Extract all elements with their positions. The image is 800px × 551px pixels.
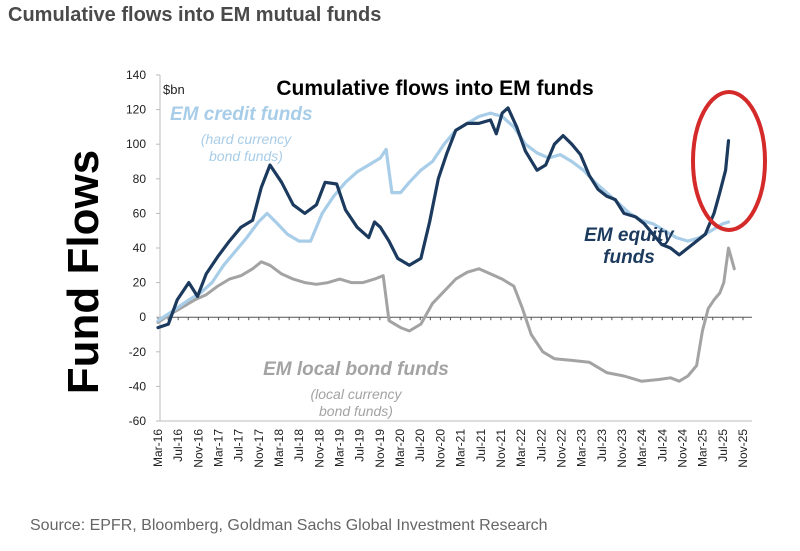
x-tick-label: Mar-21 [454, 429, 468, 467]
x-tick-label: Jul-23 [595, 429, 609, 462]
header-title: Cumulative flows into EM mutual funds [8, 4, 382, 26]
y-tick-label: 60 [133, 206, 147, 220]
x-tick-label: Jul-19 [353, 429, 367, 462]
series-line-em-equity-funds [156, 106, 731, 330]
y-tick-label: 20 [133, 276, 147, 290]
x-tick-label: Mar-22 [514, 429, 528, 467]
highlight-ellipse [691, 90, 767, 232]
x-tick-label: Nov-22 [554, 429, 568, 468]
x-tick-label: Jul-18 [292, 429, 306, 462]
chart-title: Cumulative flows into EM funds [276, 77, 593, 100]
x-tick-label: Jul-22 [534, 429, 548, 462]
y-tick-label: -40 [129, 379, 147, 393]
x-tick-label: Mar-17 [212, 429, 226, 467]
x-tick-label: Nov-17 [252, 429, 266, 468]
x-tick-label: Mar-25 [696, 429, 710, 467]
x-tick-label: Jul-25 [716, 429, 730, 462]
x-tick-label: Mar-18 [272, 429, 286, 467]
x-tick-label: Nov-21 [494, 429, 508, 468]
source-note: Source: EPFR, Bloomberg, Goldman Sachs G… [30, 517, 548, 534]
x-tick-label: Nov-19 [373, 429, 387, 468]
y-tick-label: 0 [139, 310, 146, 324]
y-tick-label: -20 [129, 345, 147, 359]
y-tick-label: -60 [129, 414, 147, 428]
credit-series-sublabel-2: bond funds) [209, 148, 283, 164]
y-tick-label: 120 [126, 103, 146, 117]
y-axis-title: Fund Flows [59, 150, 108, 394]
x-tick-label: Nov-16 [191, 429, 205, 468]
x-tick-label: Jul-24 [655, 429, 669, 462]
x-tick-label: Mar-19 [333, 429, 347, 467]
y-tick-label: 100 [126, 137, 146, 151]
equity-series-label-1: EM equity [584, 225, 675, 246]
x-tick-label: Jul-16 [171, 429, 185, 462]
equity-series-label-2: funds [603, 247, 655, 268]
y-tick-label: 40 [133, 241, 147, 255]
x-tick-label: Mar-24 [635, 429, 649, 467]
x-tick-label: Mar-16 [151, 429, 165, 467]
x-tick-label: Nov-18 [312, 429, 326, 468]
local-series-label: EM local bond funds [263, 359, 449, 380]
x-tick-label: Nov-20 [433, 429, 447, 468]
x-tick-label: Nov-24 [675, 429, 689, 468]
local-series-sublabel-2: bond funds) [319, 403, 393, 419]
x-tick-label: Jul-21 [474, 429, 488, 462]
x-tick-label: Jul-20 [413, 429, 427, 462]
series-line-em-local-bond-funds [156, 246, 736, 383]
credit-series-label: EM credit funds [170, 104, 313, 125]
unit-label: $bn [163, 82, 185, 97]
x-tick-label: Mar-23 [575, 429, 589, 467]
y-tick-label: 80 [133, 172, 147, 186]
x-tick-label: Jul-17 [232, 429, 246, 462]
y-tick-label: 140 [126, 68, 146, 82]
x-tick-label: Nov-23 [615, 429, 629, 468]
x-tick-label: Mar-20 [393, 429, 407, 467]
credit-series-sublabel-1: (hard currency [201, 131, 292, 147]
local-series-sublabel-1: (local currency [310, 386, 402, 402]
x-tick-label: Nov-25 [736, 429, 750, 468]
